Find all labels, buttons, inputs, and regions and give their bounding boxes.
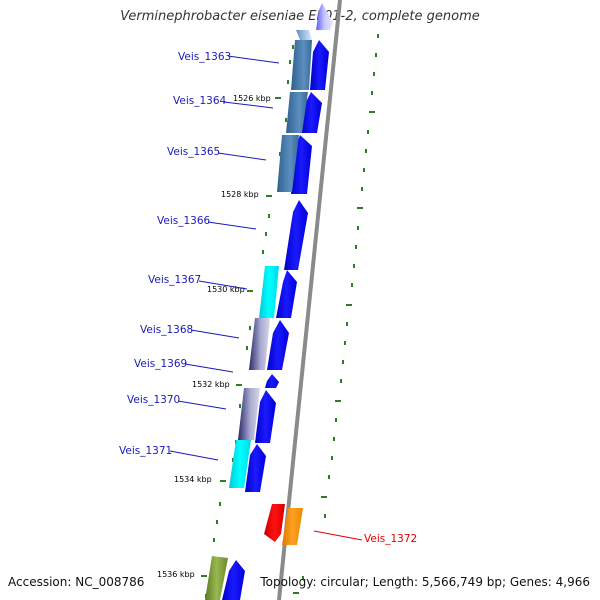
kbp-label: 1528 kbp — [221, 190, 259, 199]
gene-label-veis-1371[interactable]: Veis_1371 — [119, 445, 172, 457]
gene-block-veis-1372-orange — [282, 508, 303, 545]
topology-text: Topology: circular; Length: 5,566,749 bp… — [260, 575, 590, 589]
genome-backbone — [277, 0, 342, 600]
gene-block-veis-1371 — [229, 440, 251, 488]
gene-label-veis-1369[interactable]: Veis_1369 — [134, 358, 187, 370]
kbp-label: 1536 kbp — [157, 570, 195, 579]
cds-arrow — [255, 390, 276, 443]
cds-arrow — [265, 374, 279, 388]
gene-block-track — [205, 30, 312, 600]
forward-cds-track — [222, 3, 333, 600]
gene-block-veis-1367 — [259, 266, 279, 318]
kbp-label: 1532 kbp — [192, 380, 230, 389]
gene-block-veis-1365 — [277, 135, 299, 192]
cds-arrow — [310, 40, 329, 90]
gene-label-veis-1367[interactable]: Veis_1367 — [148, 274, 201, 286]
kbp-label: 1526 kbp — [233, 94, 271, 103]
label-connectors — [169, 55, 363, 541]
gene-label-veis-1366[interactable]: Veis_1366 — [157, 215, 211, 227]
accession-text: Accession: NC_008786 — [8, 575, 145, 589]
gene-label-veis-1372[interactable]: Veis_1372 — [364, 533, 417, 545]
gene-labels: Veis_1363 Veis_1364 Veis_1365 Veis_1366 … — [119, 51, 417, 545]
gene-label-veis-1370[interactable]: Veis_1370 — [127, 394, 180, 406]
gene-block-veis-1368 — [249, 318, 270, 370]
gene-block-veis-1372-red — [264, 504, 285, 542]
cds-arrow — [284, 200, 308, 270]
gene-block-veis-1370 — [238, 388, 260, 440]
gene-label-veis-1363[interactable]: Veis_1363 — [178, 51, 231, 63]
gene-block-veis-1364 — [286, 92, 308, 133]
inner-tick-ring — [201, 45, 294, 598]
outer-tick-ring — [293, 34, 379, 594]
cds-arrow — [267, 320, 289, 370]
kbp-label: 1530 kbp — [207, 285, 245, 294]
gene-label-veis-1365[interactable]: Veis_1365 — [167, 146, 220, 158]
kbp-labels: 1526 kbp 1528 kbp 1530 kbp 1532 kbp 1534… — [157, 94, 271, 579]
cds-arrow — [276, 270, 297, 318]
gene-label-veis-1368[interactable]: Veis_1368 — [140, 324, 193, 336]
gene-block-olive — [205, 556, 228, 600]
gene-block-veis-1363 — [291, 40, 312, 90]
cds-arrow — [316, 3, 333, 30]
gene-label-veis-1364[interactable]: Veis_1364 — [173, 95, 227, 107]
gene-block-veis-1363-top — [296, 30, 312, 40]
map-title: Verminephrobacter eiseniae EF01-2, compl… — [120, 9, 480, 24]
kbp-label: 1534 kbp — [174, 475, 212, 484]
cds-arrow — [222, 560, 245, 600]
cds-arrow — [245, 444, 266, 492]
